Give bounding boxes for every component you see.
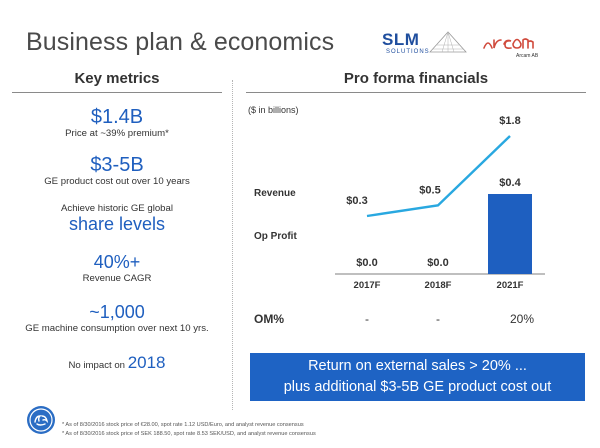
slm-logo-text: SLM [382,30,420,49]
arcam-logo-icon [483,38,534,49]
footnotes: * As of 8/30/2016 stock price of €28.00,… [62,421,316,439]
metric-value: share levels [68,214,166,235]
op-profit-label: $0.0 [356,257,377,269]
partner-logos: SLM SOLUTIONS Arcam AB [382,26,582,66]
metric-value: 40%+ [93,252,141,273]
metric-cost-out: $3-5B GE product cost out over 10 years [12,154,222,188]
page-title: Business plan & economics [26,28,335,56]
metric-cagr: 40%+ Revenue CAGR [12,252,222,285]
callout-line-1: Return on external sales > 20% ... [308,358,527,374]
op-profit-label: $0.0 [427,257,448,269]
metric-value: 2018 [127,352,166,372]
metric-caption: GE product cost out over 10 years [44,176,190,188]
op-profit-bar [488,194,532,274]
category-label: 2021F [497,280,524,291]
slm-logo-icon [429,31,467,53]
category-label: 2018F [425,280,452,291]
metric-share: Achieve historic GE global share levels [12,203,222,235]
return-callout: Return on external sales > 20% ... plus … [250,353,585,401]
ge-logo-icon [27,406,55,434]
legend-op-profit: Op Profit [254,231,297,242]
op-profit-label: $0.4 [499,177,521,189]
callout-line-2: plus additional $3-5B GE product cost ou… [283,379,552,395]
footnote: * As of 8/30/2016 stock price of SEK 188… [62,431,316,437]
revenue-label: $0.3 [346,195,367,207]
footnote: * As of 8/30/2016 stock price of €28.00,… [62,422,304,428]
om-value: - [436,312,440,326]
metric-impact: No impact on 2018 [12,352,222,373]
key-metrics-heading: Key metrics [12,70,222,93]
metric-caption: Revenue CAGR [82,273,152,284]
metric-consumption: ~1,000 GE machine consumption over next … [12,303,222,335]
revenue-line [366,135,511,218]
metric-caption: GE machine consumption over next 10 yrs. [25,323,209,335]
metric-caption: Price at ~39% premium* [65,128,169,139]
metric-prefix: No impact on [68,359,128,371]
category-label: 2017F [354,280,381,291]
key-metrics-panel: Key metrics $1.4B Price at ~39% premium*… [12,70,222,372]
unit-note: ($ in billions) [248,105,299,115]
metric-value: ~1,000 [89,302,145,323]
metric-value: $1.4B [90,106,144,128]
pro-forma-heading: Pro forma financials [246,70,586,93]
legend-revenue: Revenue [254,188,296,199]
arcam-logo-subtext: Arcam AB [516,53,539,59]
pro-forma-chart: ($ in billions) Revenue Op Profit $0.0 $0.0 $… [248,105,545,326]
om-label: OM% [254,312,284,326]
metric-caption: Achieve historic GE global [61,202,173,214]
revenue-label: $1.8 [499,115,520,127]
panel-divider [232,80,233,410]
metric-price: $1.4B Price at ~39% premium* [12,106,222,140]
metric-value: $3-5B [90,154,144,177]
revenue-label: $0.5 [419,184,440,196]
om-value: 20% [510,312,534,326]
slm-logo-subtext: SOLUTIONS [386,49,430,55]
om-value: - [365,312,369,326]
